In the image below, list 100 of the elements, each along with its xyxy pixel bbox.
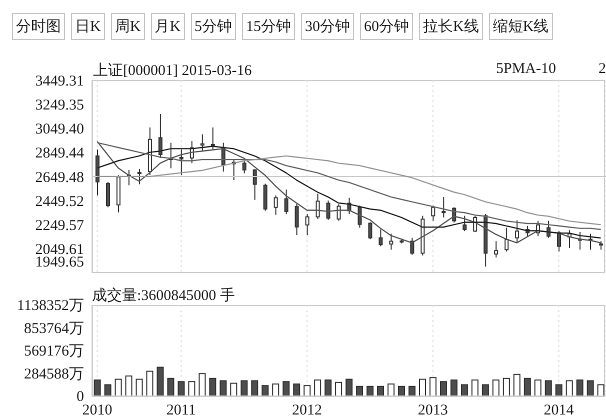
bar — [156, 366, 164, 396]
text: 分时图 — [12, 13, 65, 40]
candlestick — [252, 168, 257, 200]
bar — [335, 382, 342, 396]
bar — [293, 384, 300, 396]
text: 缩短K线 — [488, 13, 553, 40]
text: 周K — [110, 13, 145, 40]
y-tick-label: 2449.52 — [35, 194, 84, 210]
bar — [524, 378, 531, 396]
y-tick-label: 2249.57 — [35, 218, 84, 234]
bar — [167, 378, 174, 396]
y-tick-label: 284588万 — [24, 366, 84, 382]
bar — [566, 380, 573, 396]
candlestick — [515, 220, 520, 244]
x-tick-label: 2010 — [82, 402, 112, 419]
y-tick-label: 3449.31 — [35, 73, 84, 90]
bar — [460, 384, 468, 396]
bar — [408, 386, 416, 396]
bar — [240, 380, 248, 396]
bar — [146, 370, 154, 396]
x-tick-label: 2013 — [418, 402, 448, 419]
bar — [555, 384, 562, 396]
bar — [471, 380, 478, 396]
candlestick — [546, 220, 551, 238]
y-tick-label: 2849.44 — [35, 146, 84, 162]
y-tick-label: 0 — [76, 389, 84, 405]
bar — [586, 380, 594, 396]
candlestick — [431, 205, 436, 222]
candlestick — [274, 194, 278, 216]
bar — [544, 380, 552, 396]
text: 拉长K线 — [419, 13, 483, 40]
candlestick — [316, 193, 320, 220]
bar — [104, 384, 112, 396]
bar — [534, 380, 542, 396]
bar — [230, 382, 238, 396]
candlestick — [179, 149, 184, 176]
text: 2 — [598, 61, 606, 78]
bar — [576, 380, 584, 396]
text: 15分钟 — [242, 13, 296, 40]
bar — [220, 380, 227, 396]
bar — [346, 378, 353, 396]
bar — [482, 384, 489, 396]
candlestick — [200, 134, 204, 152]
chart-title: 成交量:3600845000 手 — [92, 286, 235, 305]
y-tick-label: 3249.35 — [35, 97, 84, 114]
bar — [513, 374, 520, 396]
candlestick — [462, 215, 467, 232]
x-tick-label: 2012 — [292, 402, 322, 419]
bar — [377, 386, 384, 396]
candlestick — [284, 189, 288, 215]
text: 60分钟 — [360, 13, 414, 40]
candlestick — [305, 214, 310, 236]
x-tick-label: 2014 — [544, 402, 574, 419]
candlestick — [442, 196, 446, 218]
candlestick — [504, 227, 509, 252]
y-tick-label: 853764万 — [24, 320, 84, 337]
y-tick-label: 2649.48 — [35, 170, 84, 186]
text: 月K — [150, 13, 185, 40]
bar — [450, 380, 458, 396]
candlestick — [336, 204, 341, 222]
candlestick — [294, 203, 299, 236]
candlestick — [158, 113, 162, 158]
bar — [251, 380, 258, 396]
bar — [178, 381, 185, 396]
candlestick — [326, 200, 330, 220]
chart-title: 上证[000001] 2015-03-16 — [93, 62, 252, 80]
bar — [314, 380, 322, 396]
bar — [356, 386, 364, 396]
bar — [440, 381, 447, 396]
bar — [502, 378, 510, 396]
y-tick-label: 1949.65 — [35, 254, 84, 270]
bar — [429, 377, 436, 396]
bar — [198, 373, 206, 396]
bar — [418, 378, 426, 396]
bar — [94, 380, 101, 396]
bar — [366, 386, 374, 396]
bar — [272, 384, 280, 396]
bar — [304, 385, 311, 396]
x-tick-label: 2011 — [166, 402, 196, 419]
bar — [209, 378, 216, 396]
bar — [282, 381, 290, 396]
candlestick — [389, 233, 394, 250]
y-tick-label: 1138352万 — [17, 298, 84, 314]
bar — [188, 381, 196, 396]
text: 30分钟 — [301, 13, 354, 40]
y-tick-label: 569176万 — [24, 344, 84, 360]
bar — [492, 380, 500, 396]
text: 日K — [71, 13, 105, 40]
y-tick-label: 3049.40 — [35, 122, 84, 138]
bar — [262, 385, 269, 396]
bar — [398, 386, 406, 396]
candlestick — [137, 168, 142, 185]
candlestick — [106, 181, 110, 208]
candlestick — [358, 205, 362, 228]
text: 5分钟 — [190, 13, 236, 40]
candlestick — [263, 183, 268, 212]
bar — [114, 378, 122, 396]
candlestick — [242, 159, 246, 174]
text: 5PMA-10 — [496, 61, 556, 78]
bar — [388, 384, 395, 396]
